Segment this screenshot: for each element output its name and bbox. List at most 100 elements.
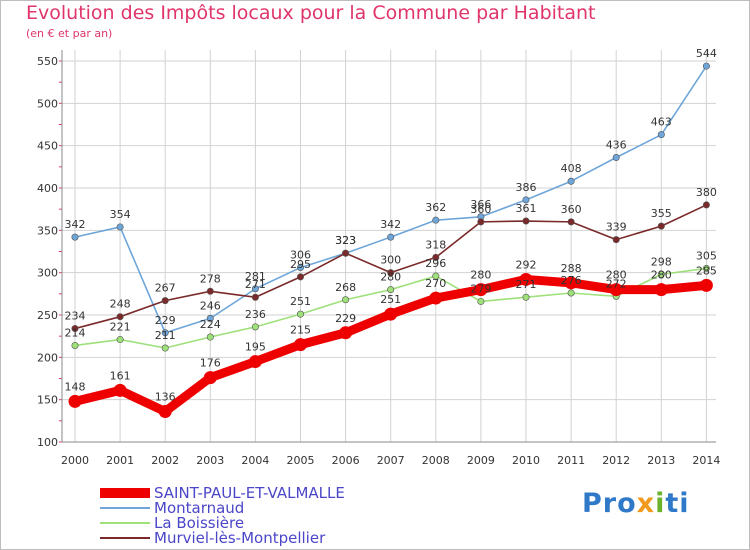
data-label-saint-paul-et-valmalle: 195: [245, 341, 266, 354]
point-montarnaud: [567, 177, 575, 185]
x-tick-label: 2004: [241, 454, 269, 467]
data-label-saint-paul-et-valmalle: 292: [516, 258, 537, 271]
data-label-la-boissi-re: 279: [470, 282, 491, 295]
data-label-la-boissi-re: 298: [651, 255, 672, 268]
point-murviel-l-s-montpellier: [206, 287, 214, 295]
point-la-boissi-re: [251, 323, 259, 331]
data-label-saint-paul-et-valmalle: 161: [110, 369, 131, 382]
y-tick-label: 400: [37, 182, 58, 195]
data-label-murviel-l-s-montpellier: 295: [290, 258, 311, 271]
data-label-murviel-l-s-montpellier: 318: [425, 238, 446, 251]
data-label-la-boissi-re: 236: [245, 308, 266, 321]
data-label-la-boissi-re: 272: [606, 277, 627, 290]
axes: 100 150 200 250 300 350 400 450 500 550 2000 2001 20…: [37, 50, 720, 467]
data-label-murviel-l-s-montpellier: 355: [651, 207, 672, 220]
legend-label-saint-paul-et-valmalle: SAINT-PAUL-ET-VALMALLE: [154, 484, 345, 502]
data-label-la-boissi-re: 280: [380, 271, 401, 284]
point-montarnaud: [251, 285, 259, 293]
data-label-la-boissi-re: 276: [561, 274, 582, 287]
point-murviel-l-s-montpellier: [477, 218, 485, 226]
x-tick-label: 2000: [61, 454, 89, 467]
grid-lines: [62, 50, 716, 443]
legend-label-montarnaud: Montarnaud: [154, 499, 244, 517]
x-tick-label: 2013: [647, 454, 675, 467]
point-saint-paul-et-valmalle: [158, 405, 172, 419]
logo-part-4: ti: [665, 488, 690, 519]
point-montarnaud: [702, 62, 710, 70]
data-label-murviel-l-s-montpellier: 271: [245, 278, 266, 291]
data-label-murviel-l-s-montpellier: 234: [65, 310, 86, 323]
point-saint-paul-et-valmalle: [609, 283, 623, 297]
legend-label-murviel-l-s-montpellier: Murviel-lès-Montpellier: [154, 529, 326, 547]
data-label-montarnaud: 342: [65, 218, 86, 231]
x-tick-label: 2003: [196, 454, 224, 467]
data-label-saint-paul-et-valmalle: 251: [380, 293, 401, 306]
y-tick-label: 250: [37, 309, 58, 322]
point-la-boissi-re: [296, 310, 304, 318]
data-label-saint-paul-et-valmalle: 285: [696, 264, 717, 277]
point-saint-paul-et-valmalle: [294, 338, 307, 352]
point-saint-paul-et-valmalle: [474, 283, 488, 297]
data-label-montarnaud: 463: [651, 116, 672, 129]
point-la-boissi-re: [477, 297, 485, 305]
chart-title: Evolution des Impôts locaux pour la Comm…: [26, 2, 596, 24]
point-montarnaud: [161, 329, 169, 337]
data-label-murviel-l-s-montpellier: 339: [606, 221, 627, 234]
point-murviel-l-s-montpellier: [116, 313, 124, 321]
y-tick-label: 150: [37, 394, 58, 407]
x-tick-label: 2001: [106, 454, 134, 467]
point-la-boissi-re: [342, 296, 350, 304]
point-murviel-l-s-montpellier: [432, 253, 440, 261]
y-tick-label: 450: [37, 140, 58, 153]
point-murviel-l-s-montpellier: [296, 273, 304, 281]
x-tick-label: 2007: [377, 454, 405, 467]
legend-label-la-boissi-re: La Boissière: [154, 514, 244, 532]
data-label-la-boissi-re: 305: [696, 249, 717, 262]
data-label-saint-paul-et-valmalle: 288: [561, 262, 582, 275]
data-label-murviel-l-s-montpellier: 267: [155, 282, 176, 295]
x-tick-label: 2011: [557, 454, 585, 467]
data-label-la-boissi-re: 271: [516, 278, 537, 291]
data-label-la-boissi-re: 251: [290, 295, 311, 308]
point-saint-paul-et-valmalle: [519, 272, 533, 286]
data-label-murviel-l-s-montpellier: 361: [516, 202, 537, 215]
point-saint-paul-et-valmalle: [429, 291, 443, 305]
point-montarnaud: [657, 131, 665, 139]
point-la-boissi-re: [387, 286, 395, 294]
data-label-murviel-l-s-montpellier: 323: [335, 234, 356, 247]
proxiti-logo: Proxiti: [582, 488, 690, 519]
x-tick-label: 2009: [467, 454, 495, 467]
data-label-saint-paul-et-valmalle: 176: [200, 357, 221, 370]
point-la-boissi-re: [522, 293, 530, 301]
point-murviel-l-s-montpellier: [657, 222, 665, 230]
data-label-montarnaud: 362: [425, 201, 446, 214]
x-tick-label: 2006: [332, 454, 360, 467]
point-murviel-l-s-montpellier: [612, 236, 620, 244]
point-montarnaud: [522, 196, 530, 204]
data-label-montarnaud: 544: [696, 47, 717, 60]
data-label-saint-paul-et-valmalle: 148: [65, 380, 86, 393]
point-saint-paul-et-valmalle: [203, 371, 217, 385]
point-la-boissi-re: [567, 289, 575, 297]
data-label-la-boissi-re: 214: [65, 326, 86, 339]
point-murviel-l-s-montpellier: [567, 218, 575, 226]
point-saint-paul-et-valmalle: [564, 276, 578, 290]
point-montarnaud: [296, 264, 304, 272]
data-label-montarnaud: 306: [290, 249, 311, 262]
point-murviel-l-s-montpellier: [161, 297, 169, 305]
data-label-la-boissi-re: 224: [200, 318, 221, 331]
data-label-murviel-l-s-montpellier: 248: [110, 298, 131, 311]
x-tick-label: 2008: [422, 454, 450, 467]
x-tick-label: 2010: [512, 454, 540, 467]
data-label-saint-paul-et-valmalle: 280: [606, 269, 627, 282]
series-lines: [68, 62, 713, 419]
y-tick-label: 100: [37, 436, 58, 449]
point-montarnaud: [116, 223, 124, 231]
data-labels: 342 354 229 246 281 306 323 342 362 366 386 408 436 4…: [65, 47, 717, 403]
data-label-murviel-l-s-montpellier: 360: [470, 203, 491, 216]
data-label-saint-paul-et-valmalle: 136: [155, 391, 176, 404]
point-la-boissi-re: [116, 336, 124, 344]
point-murviel-l-s-montpellier: [387, 269, 395, 277]
